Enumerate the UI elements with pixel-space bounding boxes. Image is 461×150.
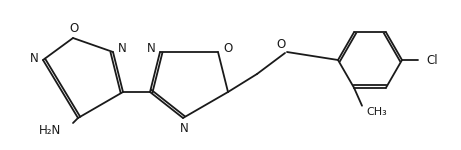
Text: N: N	[147, 42, 155, 56]
Text: H₂N: H₂N	[39, 123, 61, 136]
Text: N: N	[118, 42, 126, 56]
Text: Cl: Cl	[426, 54, 437, 66]
Text: N: N	[30, 51, 38, 64]
Text: N: N	[180, 122, 189, 135]
Text: CH₃: CH₃	[366, 107, 387, 117]
Text: O: O	[69, 22, 79, 36]
Text: O: O	[277, 39, 286, 51]
Text: O: O	[224, 42, 233, 56]
